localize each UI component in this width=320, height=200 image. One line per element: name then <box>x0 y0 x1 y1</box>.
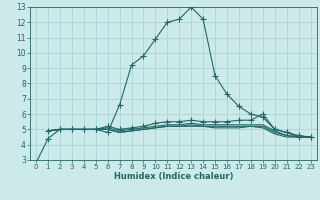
X-axis label: Humidex (Indice chaleur): Humidex (Indice chaleur) <box>114 172 233 181</box>
